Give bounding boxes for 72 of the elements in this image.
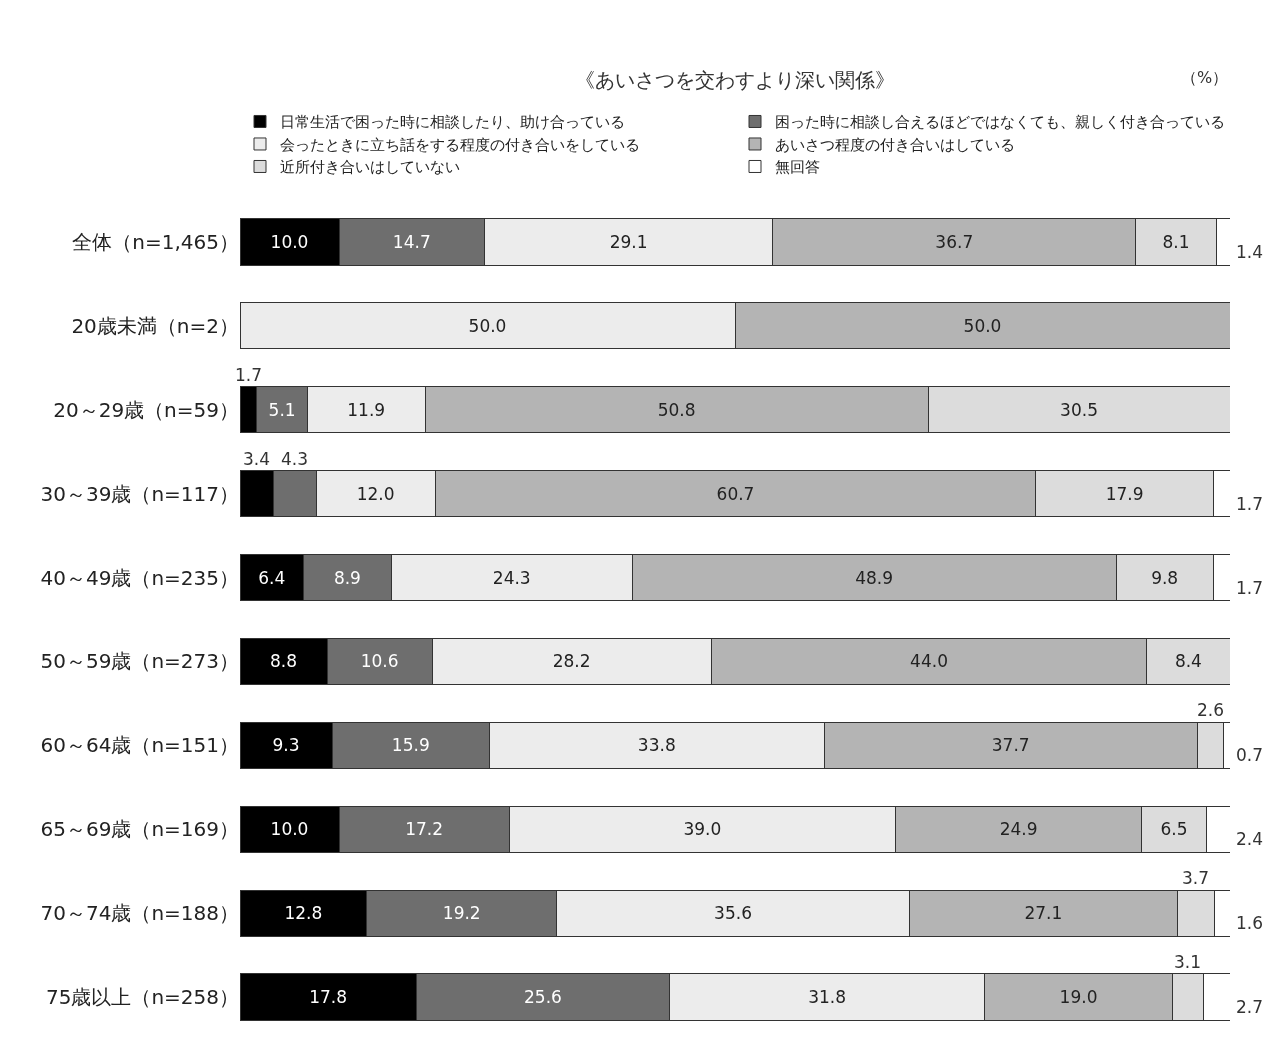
data-label: 17.9	[1105, 483, 1144, 504]
data-label: 8.9	[333, 567, 361, 588]
legend-label: 困った時に相談し合えるほどではなくても、親しく付き合っている	[775, 113, 1225, 132]
data-label: 27.1	[1024, 903, 1063, 924]
data-label: 2.7	[1236, 997, 1264, 1017]
data-label: 19.2	[442, 903, 481, 924]
data-label: 35.6	[714, 903, 752, 924]
data-label: 12.0	[356, 483, 395, 504]
text: （%）	[1181, 68, 1229, 87]
data-label: 8.1	[1162, 231, 1190, 252]
data-label: 31.8	[808, 987, 846, 1008]
data-label: 39.0	[683, 819, 722, 840]
legend-label: 会ったときに立ち話をする程度の付き合いをしている	[280, 135, 640, 154]
data-label: 10.0	[270, 231, 309, 252]
y-tick-label: 65～69歳（n=169）	[40, 817, 239, 842]
data-label: 15.9	[391, 735, 430, 756]
text: 《あいさつを交わすより深い関係》	[575, 68, 895, 92]
data-label: 24.3	[492, 567, 531, 588]
data-label: 1.6	[1236, 913, 1264, 933]
data-label: 1.7	[1236, 494, 1264, 514]
data-label: 25.6	[524, 987, 562, 1008]
data-label: 50.8	[657, 399, 696, 420]
y-tick-label: 全体（n=1,465）	[72, 229, 239, 254]
data-label: 8.4	[1174, 651, 1202, 672]
data-label: 4.3	[281, 449, 309, 469]
data-label: 0.7	[1236, 745, 1264, 765]
y-tick-label: 30～39歳（n=117）	[40, 481, 239, 506]
data-label: 2.4	[1236, 829, 1264, 849]
data-label: 8.8	[270, 651, 298, 672]
data-label: 17.2	[405, 819, 444, 840]
data-label: 5.1	[268, 399, 296, 420]
y-tick-label: 40～49歳（n=235）	[40, 565, 239, 590]
legend-label: 日常生活で困った時に相談したり、助け合っている	[280, 113, 625, 132]
data-label: 29.1	[609, 231, 648, 252]
legend-label: 近所付き合いはしていない	[280, 158, 460, 177]
y-tick-label: 20～29歳（n=59）	[53, 397, 239, 422]
data-label: 6.4	[258, 567, 286, 588]
data-label: 9.3	[272, 735, 300, 756]
data-label: 2.6	[1197, 700, 1225, 720]
data-label: 33.8	[637, 735, 676, 756]
data-label: 14.7	[392, 231, 431, 252]
data-label: 19.0	[1059, 987, 1098, 1008]
data-label: 30.5	[1060, 399, 1098, 420]
y-tick-label: 60～64歳（n=151）	[40, 733, 239, 758]
y-tick-label: 50～59歳（n=273）	[40, 649, 239, 674]
y-tick-label: 75歳以上（n=258）	[45, 985, 239, 1010]
data-label: 44.0	[910, 651, 948, 672]
data-label: 24.9	[999, 819, 1038, 840]
data-label: 1.4	[1236, 242, 1264, 262]
data-label: 28.2	[552, 651, 591, 672]
data-label: 10.0	[270, 819, 309, 840]
data-label: 3.7	[1182, 868, 1210, 888]
legend-label: あいさつ程度の付き合いはしている	[775, 135, 1015, 154]
data-label: 48.9	[855, 567, 894, 588]
data-label: 50.0	[963, 315, 1002, 336]
data-label: 9.8	[1151, 567, 1179, 588]
data-label: 1.7	[235, 365, 263, 385]
data-label: 36.7	[935, 231, 974, 252]
legend-label: 無回答	[775, 158, 820, 177]
data-label: 50.0	[468, 315, 507, 336]
data-label: 3.4	[243, 449, 271, 469]
data-label: 10.6	[360, 651, 399, 672]
y-tick-label: 20歳未満（n=2）	[71, 313, 239, 338]
data-label: 60.7	[716, 483, 755, 504]
data-label: 3.1	[1174, 952, 1202, 972]
data-label: 11.9	[347, 399, 386, 420]
data-label: 1.7	[1236, 578, 1264, 598]
data-label: 37.7	[991, 735, 1030, 756]
data-label: 12.8	[284, 903, 323, 924]
data-label: 6.5	[1160, 819, 1188, 840]
data-label: 17.8	[309, 987, 348, 1008]
y-tick-label: 70～74歳（n=188）	[40, 901, 239, 926]
